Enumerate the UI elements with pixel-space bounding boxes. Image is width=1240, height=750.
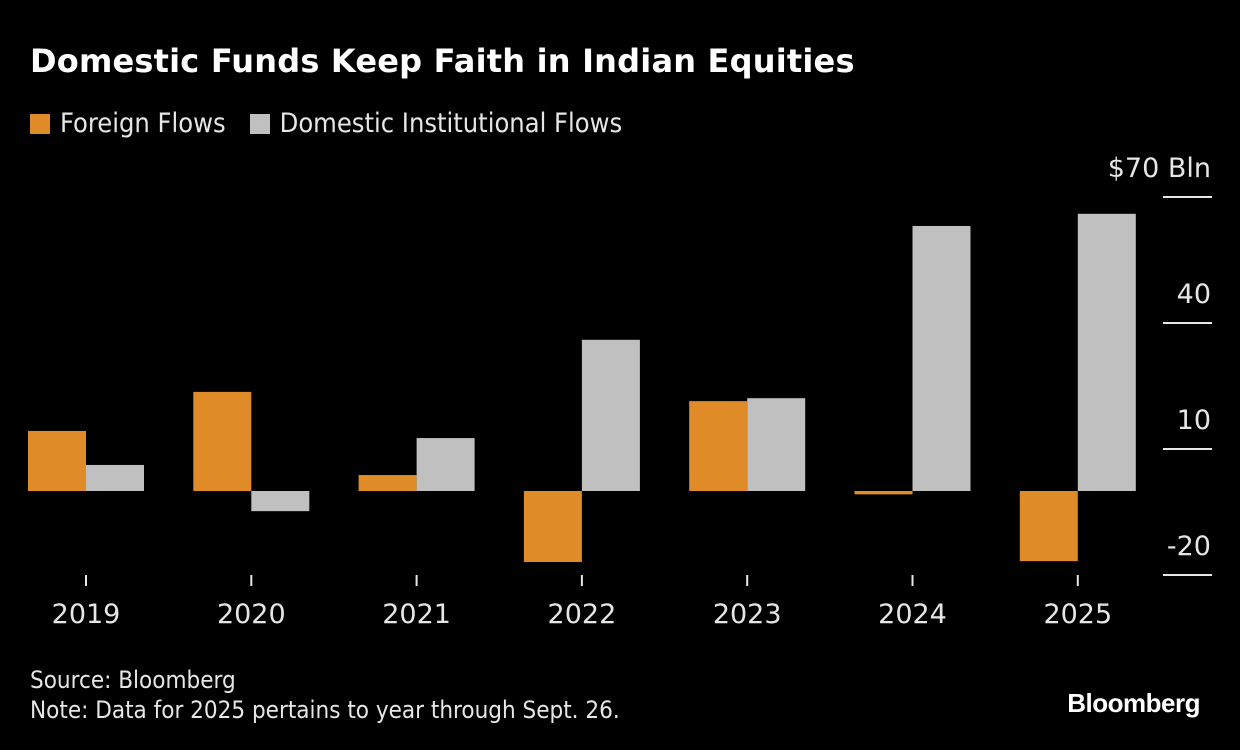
note-text: Note: Data for 2025 pertains to year thr… — [30, 696, 620, 724]
bar-domestic-2021 — [416, 438, 475, 491]
y-tick-label: 40 — [1177, 279, 1211, 310]
bar-foreign-2024 — [854, 491, 913, 495]
x-tick-label: 2023 — [713, 599, 782, 630]
source-text: Source: Bloomberg — [30, 666, 236, 694]
x-tick-label: 2020 — [217, 599, 286, 630]
bar-foreign-2021 — [358, 475, 417, 491]
x-tick-label: 2022 — [548, 599, 617, 630]
bar-foreign-2023 — [689, 401, 748, 491]
bar-domestic-2023 — [747, 398, 806, 491]
bar-foreign-2019 — [28, 430, 86, 491]
bloomberg-logo: Bloomberg — [1067, 688, 1200, 718]
bar-domestic-2020 — [251, 491, 310, 512]
x-tick-label: 2025 — [1043, 599, 1112, 630]
bar-foreign-2025 — [1019, 491, 1078, 562]
y-tick-label: $70 Bln — [1108, 153, 1211, 184]
y-tick-label: 10 — [1177, 405, 1211, 436]
x-tick-label: 2021 — [382, 599, 451, 630]
bar-domestic-2019 — [86, 464, 144, 491]
legend-label-domestic: Domestic Institutional Flows — [279, 108, 623, 139]
x-tick-label: 2019 — [52, 599, 121, 630]
legend-swatch-foreign — [30, 113, 50, 134]
legend-label-foreign: Foreign Flows — [60, 108, 226, 139]
bar-domestic-2022 — [581, 339, 640, 491]
x-tick-label: 2024 — [878, 599, 947, 630]
legend-item-foreign: Foreign Flows — [30, 108, 226, 139]
legend: Foreign Flows Domestic Institutional Flo… — [30, 108, 646, 139]
bar-foreign-2022 — [523, 491, 582, 562]
legend-item-domestic: Domestic Institutional Flows — [249, 108, 623, 139]
footer: Source: Bloomberg Note: Data for 2025 pe… — [30, 665, 620, 725]
bar-domestic-2025 — [1077, 213, 1136, 492]
bar-domestic-2024 — [912, 225, 971, 492]
legend-swatch-domestic — [249, 113, 270, 134]
y-tick-label: -20 — [1167, 531, 1211, 562]
chart-title: Domestic Funds Keep Faith in Indian Equi… — [30, 42, 855, 80]
bar-foreign-2020 — [193, 391, 252, 491]
